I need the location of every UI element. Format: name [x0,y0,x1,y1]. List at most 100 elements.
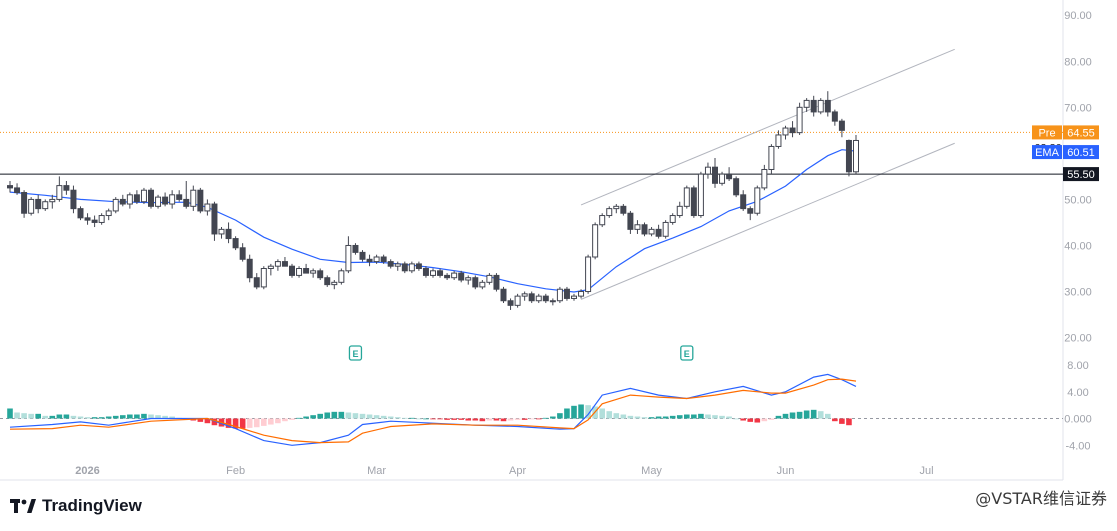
macd-histogram-bar [535,418,542,420]
macd-histogram-bar [747,418,754,422]
tradingview-brand[interactable]: TradingView [10,496,142,516]
earnings-marker-label: E [684,349,690,359]
candle [310,268,317,278]
candle [42,199,49,211]
earnings-marker: E [348,345,363,361]
candle-body [437,270,444,276]
candle-body [21,192,28,214]
candle-body [105,210,112,217]
candle [712,157,718,188]
macd-histogram-bar [796,411,803,419]
macd-histogram-bar [691,414,697,419]
candle [472,275,479,290]
price-tick-label: 50.00 [1064,194,1092,206]
candle [803,98,810,112]
macd-histogram-bar [662,416,669,419]
candle [585,254,592,294]
candle-body [458,272,465,281]
macd-histogram-bar [7,408,13,419]
candle [140,187,147,205]
candle-body [218,228,225,235]
candle-body [768,145,775,170]
candle [768,144,775,175]
candle [408,261,415,274]
macd-histogram-bar [437,418,443,420]
time-tick-label: 2026 [75,465,99,477]
macd-histogram-bar [620,414,627,419]
candle [7,181,13,193]
time-tick-label: Feb [226,465,245,477]
candle [281,256,288,267]
candle [267,263,274,276]
candle-body [112,198,119,212]
candle [401,261,408,274]
candle-body [712,166,718,184]
candle-body [35,198,42,210]
candle [726,167,733,181]
macd-histogram-bar [98,417,105,419]
candle [331,280,338,290]
candle [676,201,683,218]
candle [274,259,281,271]
candle [366,254,373,267]
candle-body [84,217,91,221]
macd-histogram-bar [528,418,535,420]
candle-body [690,187,697,217]
trend-channel [580,48,955,300]
candle-body [91,219,98,223]
candle [620,204,627,216]
macd-histogram-bar [317,413,323,419]
candle-body [535,295,542,302]
macd-histogram-bar [557,413,563,419]
price-tick-label: 90.00 [1064,10,1092,22]
candle-body [740,194,747,210]
macd-histogram-bar [761,418,768,422]
channel-lower-line [580,142,955,300]
macd-tick-label: -4.00 [1065,440,1090,452]
macd-histogram-bar [825,413,831,419]
macd-histogram-bar [253,418,260,428]
candle-body [239,247,246,260]
candle [183,181,190,209]
macd-histogram-bar [402,417,408,419]
macd-histogram-bar [564,408,570,419]
macd-histogram-bar [521,418,528,420]
candle-body [599,215,606,226]
candle [112,197,119,214]
candle [733,176,740,198]
candle [239,243,246,262]
candle [740,190,747,211]
candle [549,298,556,306]
candle-body [253,277,260,288]
macd-histogram-bar [768,418,775,420]
candle-body [401,263,408,272]
ema-polyline [9,149,857,293]
candle-body [49,198,56,203]
macd-histogram-bar [676,415,683,419]
candle [606,206,613,218]
macd-histogram-bar [105,416,112,419]
macd-histogram-bar [204,418,211,424]
candle [260,266,267,290]
macd-histogram-bar [120,415,126,419]
candle-body [415,263,422,270]
macd-histogram-bar [366,414,373,419]
macd-histogram-bar [84,417,91,419]
macd-histogram-bar [416,418,422,420]
candle-body [331,281,338,286]
candle [458,270,465,283]
candle [486,273,493,285]
price-tag-name-bg [1032,125,1062,140]
macd-histogram-bar [500,418,507,422]
candle [810,95,817,117]
candle-body [274,261,281,267]
candle-body [408,263,415,272]
candle [63,181,70,195]
candle-body [281,261,288,267]
candle [500,286,507,304]
price-tag-name: Pre [1038,127,1055,139]
candle-body [359,251,366,260]
candle-body [232,238,239,249]
